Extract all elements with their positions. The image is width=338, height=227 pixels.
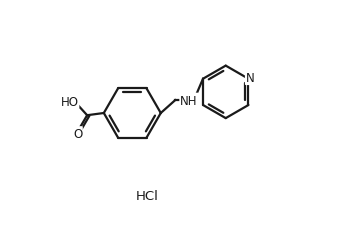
Text: O: O xyxy=(73,127,82,140)
Text: N: N xyxy=(246,72,255,85)
Text: HO: HO xyxy=(61,95,79,108)
Text: NH: NH xyxy=(180,94,198,107)
Text: HCl: HCl xyxy=(135,189,158,202)
